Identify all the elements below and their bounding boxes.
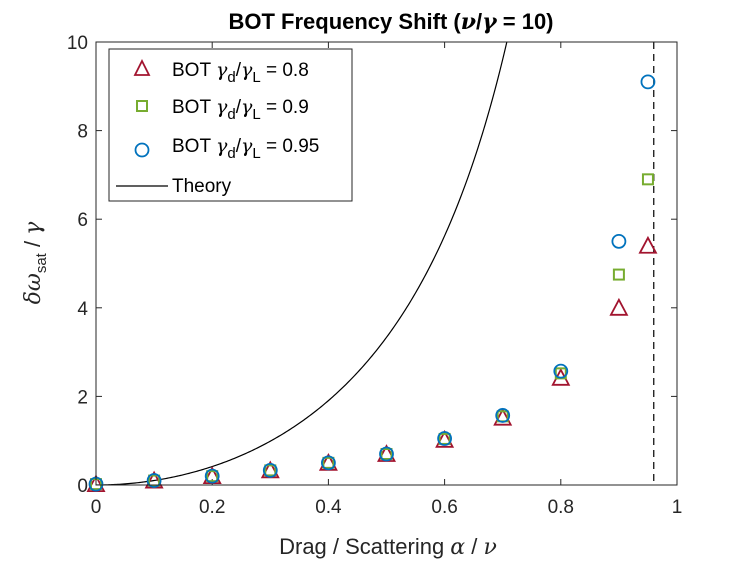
square-marker	[206, 470, 219, 483]
y-tick-label: 4	[77, 299, 88, 320]
legend-entry-ratio-0-9: BOT γd/γL = 0.9	[136, 96, 309, 123]
y-tick-label: 10	[67, 33, 88, 54]
x-tick-label: 0.2	[199, 497, 225, 518]
legend-triangle-marker	[133, 58, 151, 76]
x-tick-label: 0.4	[315, 497, 342, 518]
legend-square-marker	[136, 100, 148, 112]
circle-marker	[146, 473, 162, 488]
legend-label-theory: Theory	[172, 176, 232, 197]
square-marker	[438, 432, 451, 445]
square-marker	[322, 456, 335, 469]
theory-curve	[96, 42, 508, 485]
circle-marker	[262, 462, 278, 478]
circle-marker	[611, 233, 627, 249]
circle-marker	[204, 468, 220, 484]
x-tick-label: 0	[91, 497, 102, 518]
legend-circle-marker	[134, 142, 150, 158]
legend-entry-ratio-0-95: BOT γd/γL = 0.95	[134, 135, 319, 162]
x-axis-label: Drag / Scattering α / ν	[279, 534, 497, 560]
chart-title: BOT Frequency Shift (ν/γ = 10)	[228, 9, 553, 35]
triangle-marker	[638, 235, 658, 254]
circle-marker	[379, 446, 394, 462]
legend-entry-theory: Theory	[116, 176, 232, 197]
circle-marker	[437, 431, 453, 446]
circle-marker	[640, 74, 656, 90]
x-tick-label: 0.6	[431, 497, 457, 518]
square-marker	[148, 474, 161, 487]
legend-label-ratio-0-9: BOT γd/γL = 0.9	[172, 96, 309, 123]
y-tick-label: 2	[77, 387, 88, 408]
square-marker	[612, 268, 625, 281]
y-tick-label: 0	[77, 476, 88, 497]
legend-label-ratio-0-95: BOT γd/γL = 0.95	[172, 135, 319, 162]
x-tick-label: 0.8	[548, 497, 574, 518]
circle-marker	[320, 455, 336, 471]
legend: BOT γd/γL = 0.8 BOT γd/γL = 0.9 BOT γd/γ…	[108, 48, 353, 202]
circle-marker	[495, 408, 511, 423]
legend-label-ratio-0-8: BOT γd/γL = 0.8	[172, 59, 309, 86]
square-marker	[264, 464, 277, 477]
axes-box	[95, 41, 678, 486]
square-marker	[641, 173, 654, 186]
data-markers	[86, 74, 658, 493]
triangle-marker	[609, 297, 629, 316]
x-tick-label: 1	[672, 497, 683, 518]
y-tick-label: 8	[77, 122, 88, 143]
square-marker	[380, 447, 393, 460]
y-tick-label: 6	[77, 210, 88, 231]
circle-marker	[553, 363, 569, 379]
y-axis-label: δωsat / γ	[20, 221, 50, 305]
legend-entry-ratio-0-8: BOT γd/γL = 0.8	[133, 58, 309, 86]
